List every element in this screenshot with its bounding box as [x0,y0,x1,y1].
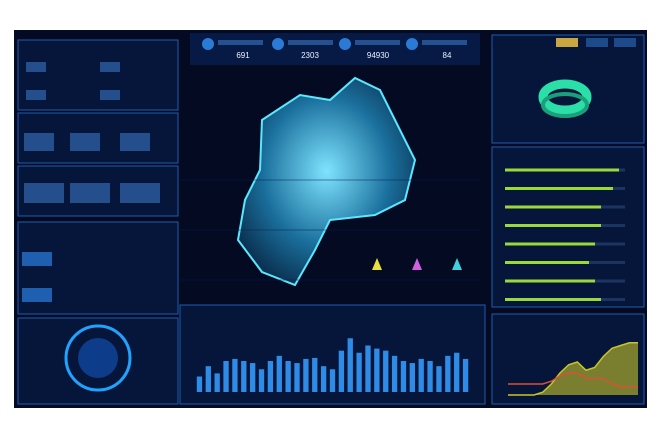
bar [418,358,424,392]
stat: 94930 [367,51,390,60]
bar [374,348,380,392]
stat: 84 [443,51,452,60]
bar [445,355,451,392]
bar [258,369,265,392]
bar [223,361,229,392]
bar [241,361,247,392]
bar [383,350,389,392]
bar [267,361,274,392]
header-icons [202,38,467,50]
bar [365,345,371,392]
bar [427,361,433,392]
bar [312,357,318,392]
progress-bar [505,224,601,227]
bar [436,366,442,392]
bar [285,361,291,392]
map [180,76,480,287]
bar [294,363,300,392]
line [508,372,638,388]
header-bar [190,33,480,65]
bar [250,363,256,392]
bar [303,358,309,392]
bar [347,338,353,392]
bar [232,358,238,392]
bar [454,352,460,392]
progress-bar [505,279,595,283]
left-panels [17,39,179,405]
bar [196,376,203,392]
bar [338,350,345,392]
progress-bar [505,242,595,246]
bar [276,355,282,392]
bar [400,361,407,392]
bar [320,366,327,392]
bar [391,355,398,392]
stat: 2303 [301,51,319,60]
bar [329,369,336,392]
bar [214,373,220,392]
bar [409,363,415,392]
line [508,342,638,396]
bar [356,352,362,392]
bar [205,366,211,392]
progress-bar [505,205,601,209]
progress-bar [505,187,613,190]
bar [462,358,469,392]
progress-bar [505,261,589,264]
area [508,342,638,395]
stat: 691 [236,51,250,60]
progress-bar [505,298,601,301]
progress-bar [505,168,619,172]
